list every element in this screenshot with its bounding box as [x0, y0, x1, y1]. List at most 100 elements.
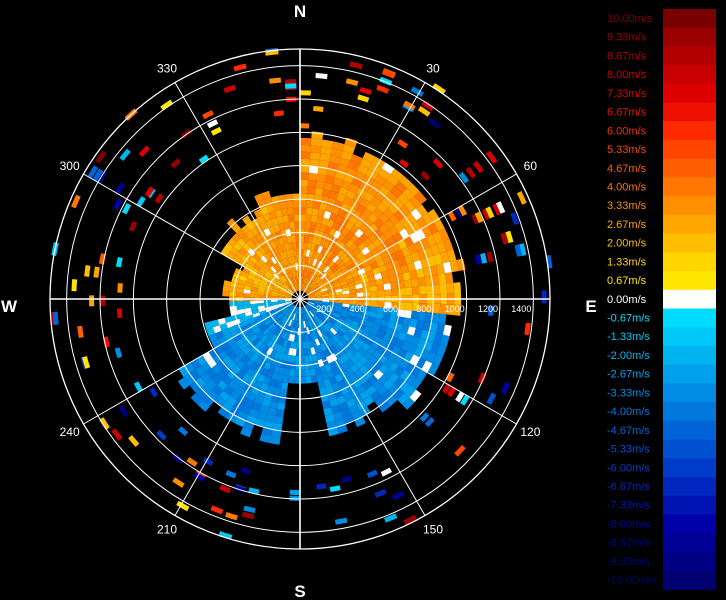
echo-cell	[284, 243, 290, 251]
echo-cell	[254, 193, 264, 203]
echo-cell	[317, 359, 325, 368]
echo-cell	[250, 300, 258, 305]
scatter-cell	[193, 472, 206, 482]
echo-cell	[271, 304, 279, 309]
echo-cell	[366, 346, 376, 356]
echo-cell	[348, 285, 357, 291]
echo-cell	[321, 232, 329, 241]
echo-cell	[258, 323, 267, 330]
scatter-cell	[480, 252, 488, 264]
echo-cell	[427, 363, 439, 377]
echo-cell	[361, 281, 370, 288]
echo-cell	[328, 290, 336, 294]
echo-cell	[410, 220, 422, 233]
echo-cell	[277, 296, 285, 299]
echo-cell	[285, 265, 291, 273]
echo-cell	[260, 334, 268, 343]
echo-cell	[380, 319, 389, 328]
echo-cell	[314, 293, 322, 297]
colorbar: 10.00m/s9.33m/s8.67m/s8.00m/s7.33m/s6.67…	[607, 9, 716, 590]
echo-cell	[376, 330, 385, 340]
echo-cell	[195, 365, 206, 377]
echo-cell	[291, 320, 296, 328]
echo-cell	[227, 237, 238, 247]
echo-cell	[321, 372, 329, 381]
echo-cell	[237, 351, 246, 360]
north-label: N	[294, 2, 306, 21]
echo-cell	[353, 219, 364, 229]
echo-cell	[293, 207, 300, 215]
echo-cell	[333, 323, 342, 330]
echo-cell	[370, 180, 383, 192]
echo-cell	[315, 322, 322, 330]
echo-cell	[399, 216, 411, 229]
echo-cell	[254, 233, 263, 242]
echo-cell	[349, 323, 358, 331]
scatter-cell	[455, 391, 465, 403]
echo-cell	[326, 309, 334, 315]
echo-cell	[329, 300, 337, 303]
echo-cell	[317, 344, 324, 353]
echo-cell	[345, 230, 355, 240]
echo-cell	[303, 355, 309, 363]
echo-cell	[422, 320, 432, 332]
echo-cell	[446, 304, 455, 316]
echo-cell	[327, 285, 335, 290]
echo-cell	[307, 354, 314, 363]
echo-cell	[306, 303, 313, 309]
echo-cell	[401, 246, 411, 257]
echo-cell	[332, 334, 340, 343]
colorbar-label: -2.67m/s	[607, 369, 650, 381]
echo-cell	[291, 270, 296, 278]
echo-cell	[284, 347, 290, 355]
echo-cell	[218, 350, 228, 360]
colorbar-cell	[663, 327, 716, 347]
echo-cell	[331, 404, 341, 414]
echo-cell	[274, 271, 282, 279]
echo-cell	[392, 198, 405, 210]
echo-cell	[345, 398, 357, 409]
echo-cell	[397, 392, 410, 405]
echo-cell	[260, 280, 268, 286]
echo-cell	[321, 400, 332, 410]
echo-cell	[268, 225, 276, 235]
colorbar-cell	[663, 177, 716, 197]
echo-cell	[409, 318, 418, 328]
echo-cell	[242, 267, 251, 275]
scatter-cell	[225, 470, 237, 479]
colorbar-label: 10.00m/s	[607, 13, 653, 25]
echo-cell	[304, 270, 309, 278]
colorbar-cell	[663, 196, 716, 216]
echo-cell	[273, 365, 281, 374]
echo-cell	[270, 301, 279, 305]
echo-cell	[184, 362, 196, 374]
echo-cell	[274, 238, 281, 247]
echo-cell	[217, 317, 227, 326]
echo-cell	[456, 258, 466, 272]
echo-cell	[385, 191, 398, 204]
echo-cell	[231, 277, 240, 284]
echo-cell	[415, 357, 427, 370]
echo-cell	[287, 288, 294, 294]
echo-cell	[314, 187, 324, 196]
echo-cell	[330, 345, 338, 354]
echo-cell	[369, 328, 379, 337]
echo-cell	[237, 308, 245, 315]
echo-cell	[323, 266, 330, 274]
scatter-cell	[357, 94, 370, 103]
echo-cell	[272, 307, 281, 312]
scatter-cell	[156, 429, 167, 441]
echo-cell	[373, 369, 384, 380]
echo-cell	[274, 282, 282, 288]
echo-cell	[231, 364, 242, 375]
echo-cell	[290, 286, 296, 293]
scatter-cell	[486, 392, 497, 405]
echo-cell	[349, 243, 358, 252]
echo-cell	[279, 330, 286, 339]
echo-cell	[300, 179, 309, 187]
echo-cell	[240, 320, 249, 328]
echo-cell	[281, 285, 288, 291]
echo-cell	[397, 331, 407, 342]
echo-cell	[327, 391, 337, 401]
echo-cell	[334, 258, 343, 266]
